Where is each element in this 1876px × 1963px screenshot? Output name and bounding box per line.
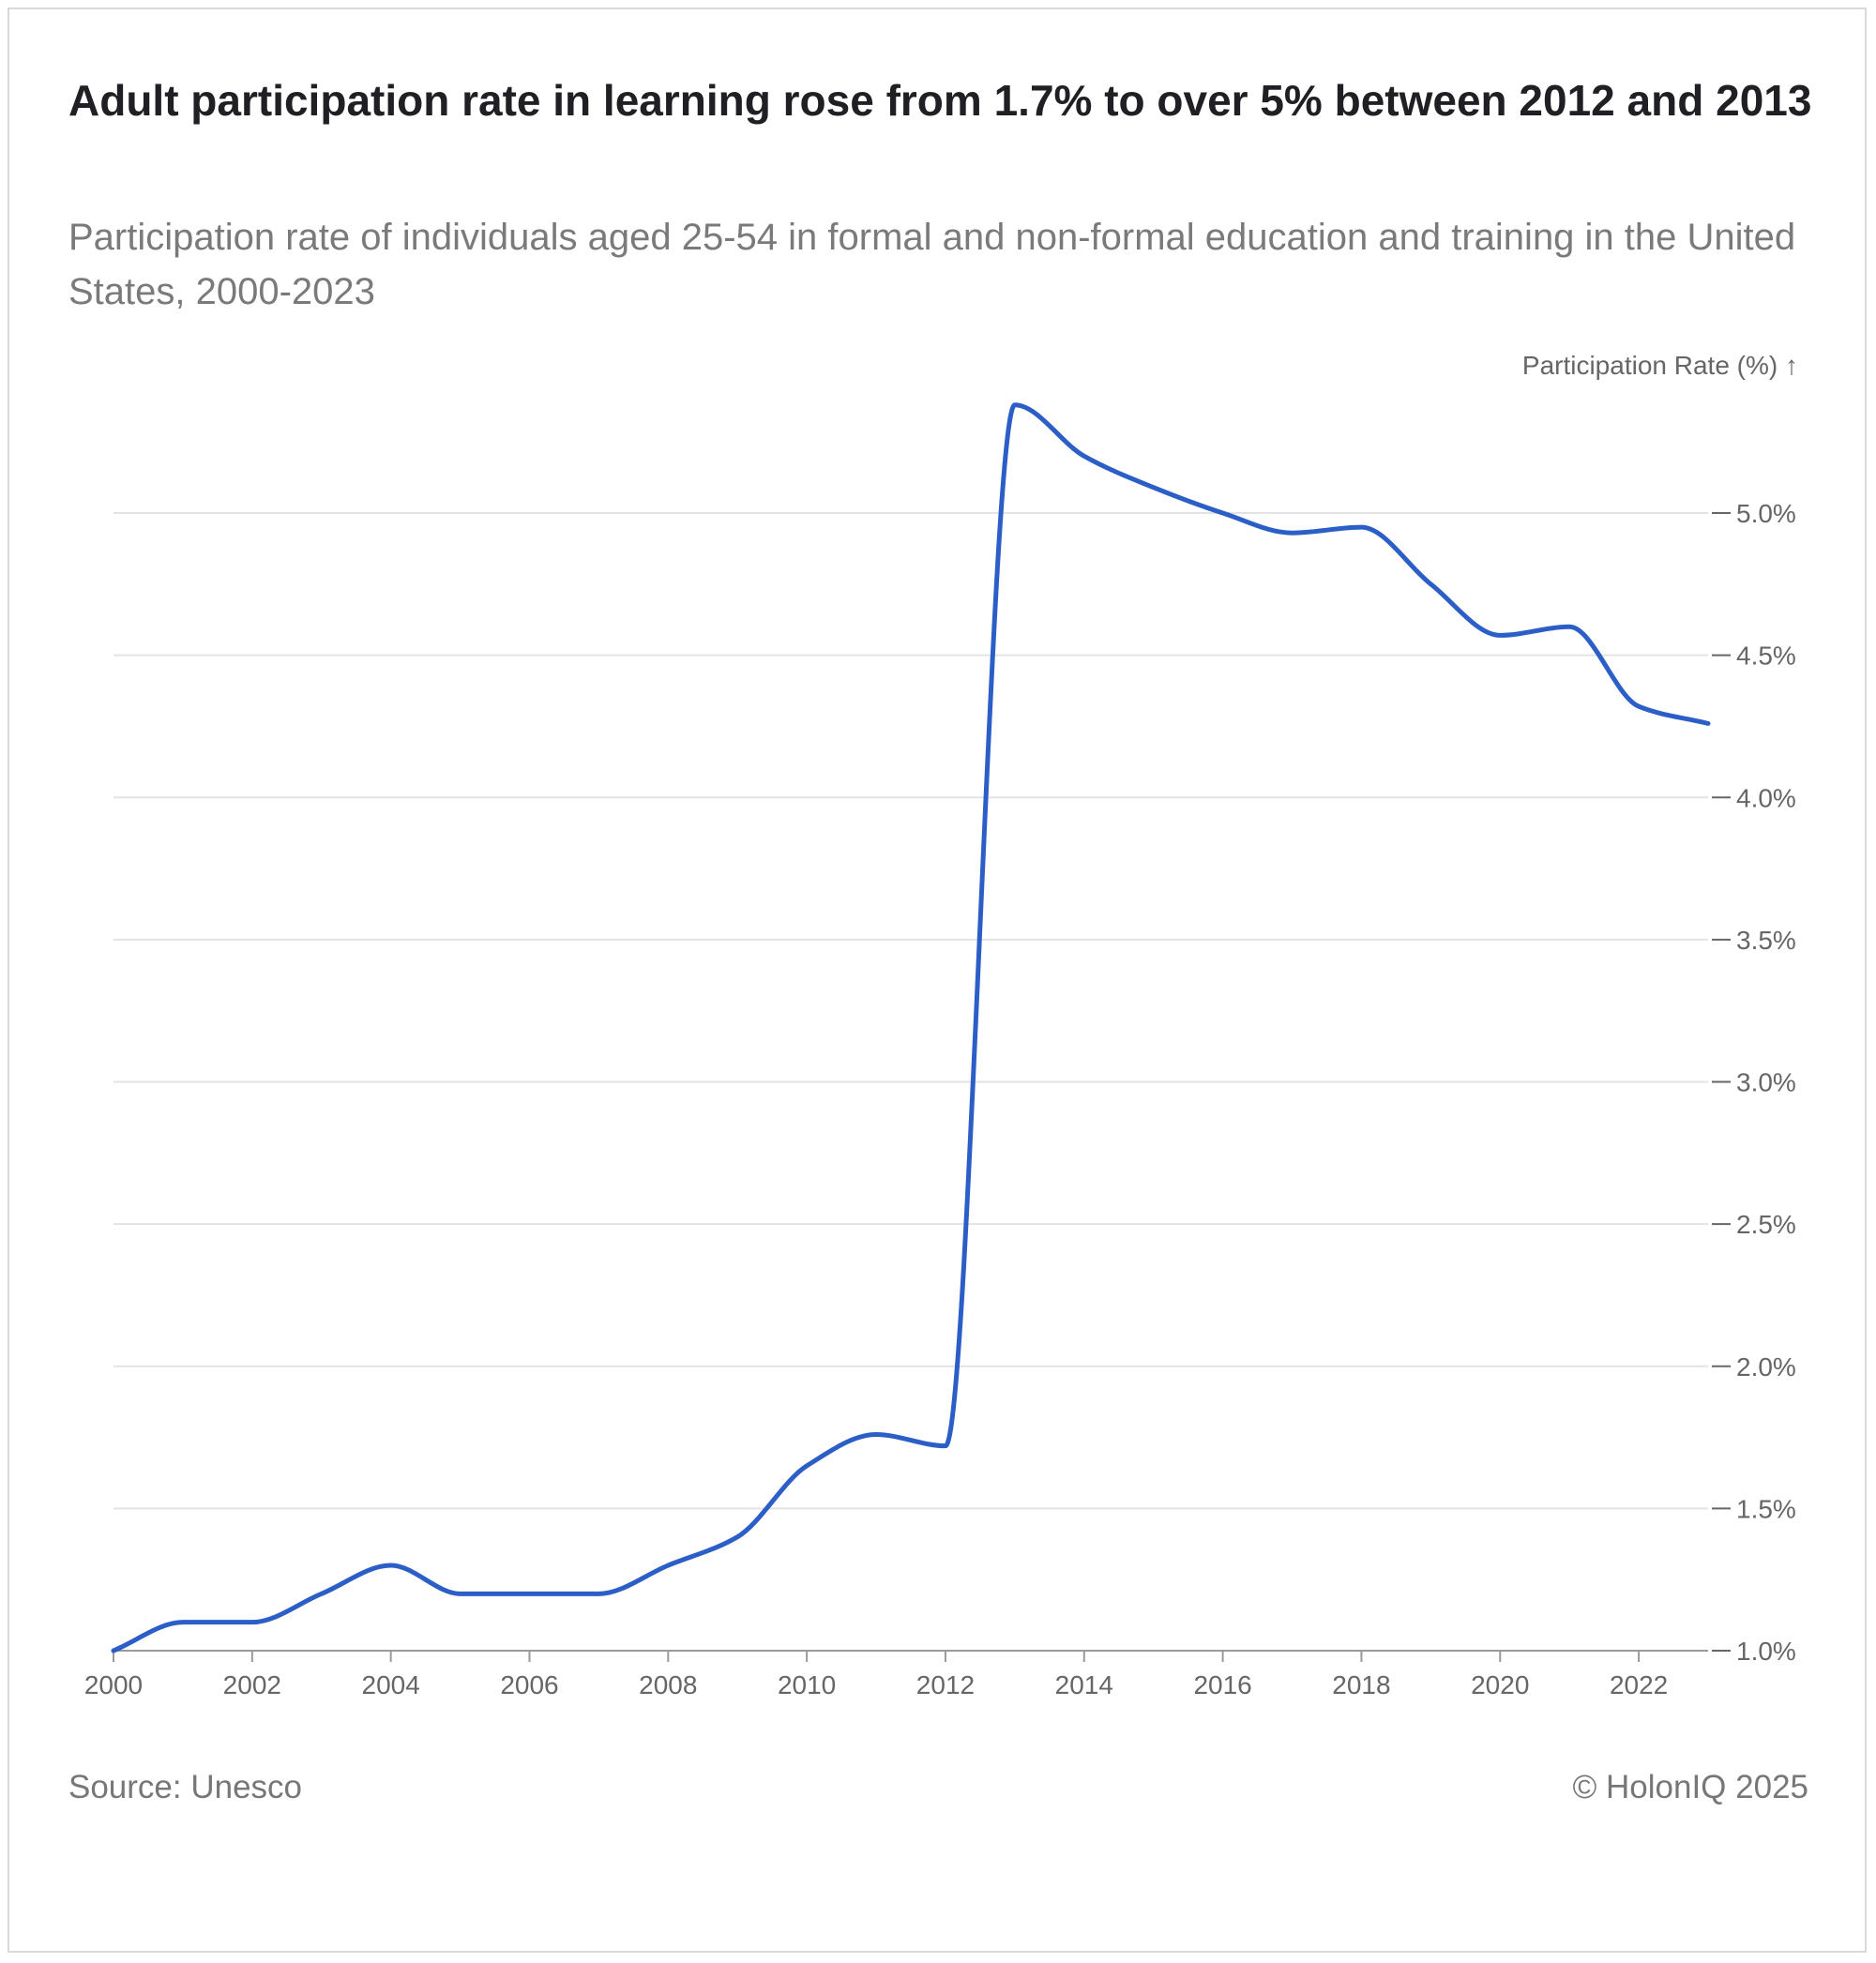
x-tick-label: 2000 xyxy=(84,1670,143,1699)
x-tick-label: 2006 xyxy=(500,1670,558,1699)
y-tick-label: 3.5% xyxy=(1736,926,1796,955)
x-tick-label: 2004 xyxy=(362,1670,420,1699)
chart-frame xyxy=(8,8,1867,1953)
y-tick-label: 5.0% xyxy=(1736,499,1796,528)
series-line xyxy=(111,402,1711,1653)
series-layer xyxy=(111,402,1711,1653)
x-tick-label: 2014 xyxy=(1055,1670,1113,1699)
y-tick-label: 2.0% xyxy=(1736,1352,1796,1382)
y-axis-title: Participation Rate (%) ↑ xyxy=(1522,351,1798,380)
y-tick-label: 4.0% xyxy=(1736,783,1796,812)
x-tick-label: 2002 xyxy=(223,1670,281,1699)
y-tick-label: 1.5% xyxy=(1736,1494,1796,1523)
x-tick-label: 2020 xyxy=(1471,1670,1529,1699)
x-tick-label: 2018 xyxy=(1332,1670,1390,1699)
x-tick-label: 2008 xyxy=(639,1670,697,1699)
x-tick-label: 2016 xyxy=(1193,1670,1251,1699)
x-tick-label: 2022 xyxy=(1610,1670,1668,1699)
x-tick-label: 2010 xyxy=(778,1670,836,1699)
copyright-note: © HolonIQ 2025 xyxy=(1572,1769,1809,1805)
x-tick-label: 2012 xyxy=(916,1670,975,1699)
grid-lines xyxy=(113,512,1708,1510)
chart-subtitle: Participation rate of individuals aged 2… xyxy=(68,217,1796,312)
chart-title: Adult participation rate in learning ros… xyxy=(68,76,1812,125)
y-axis: 1.0% 1.5% 2.0% 2.5% 3.0% 3.5% 4.0% 4.5% 5.0% xyxy=(1712,499,1796,1666)
source-note: Source: Unesco xyxy=(68,1769,303,1805)
y-tick-label: 2.5% xyxy=(1736,1210,1796,1239)
y-tick-label: 3.0% xyxy=(1736,1068,1796,1097)
y-tick-label: 1.0% xyxy=(1736,1637,1796,1666)
y-tick-label: 4.5% xyxy=(1736,642,1796,671)
x-axis: 2000 2002 2004 2006 2008 2010 2012 2014 2016 2018… xyxy=(84,1650,1708,1699)
